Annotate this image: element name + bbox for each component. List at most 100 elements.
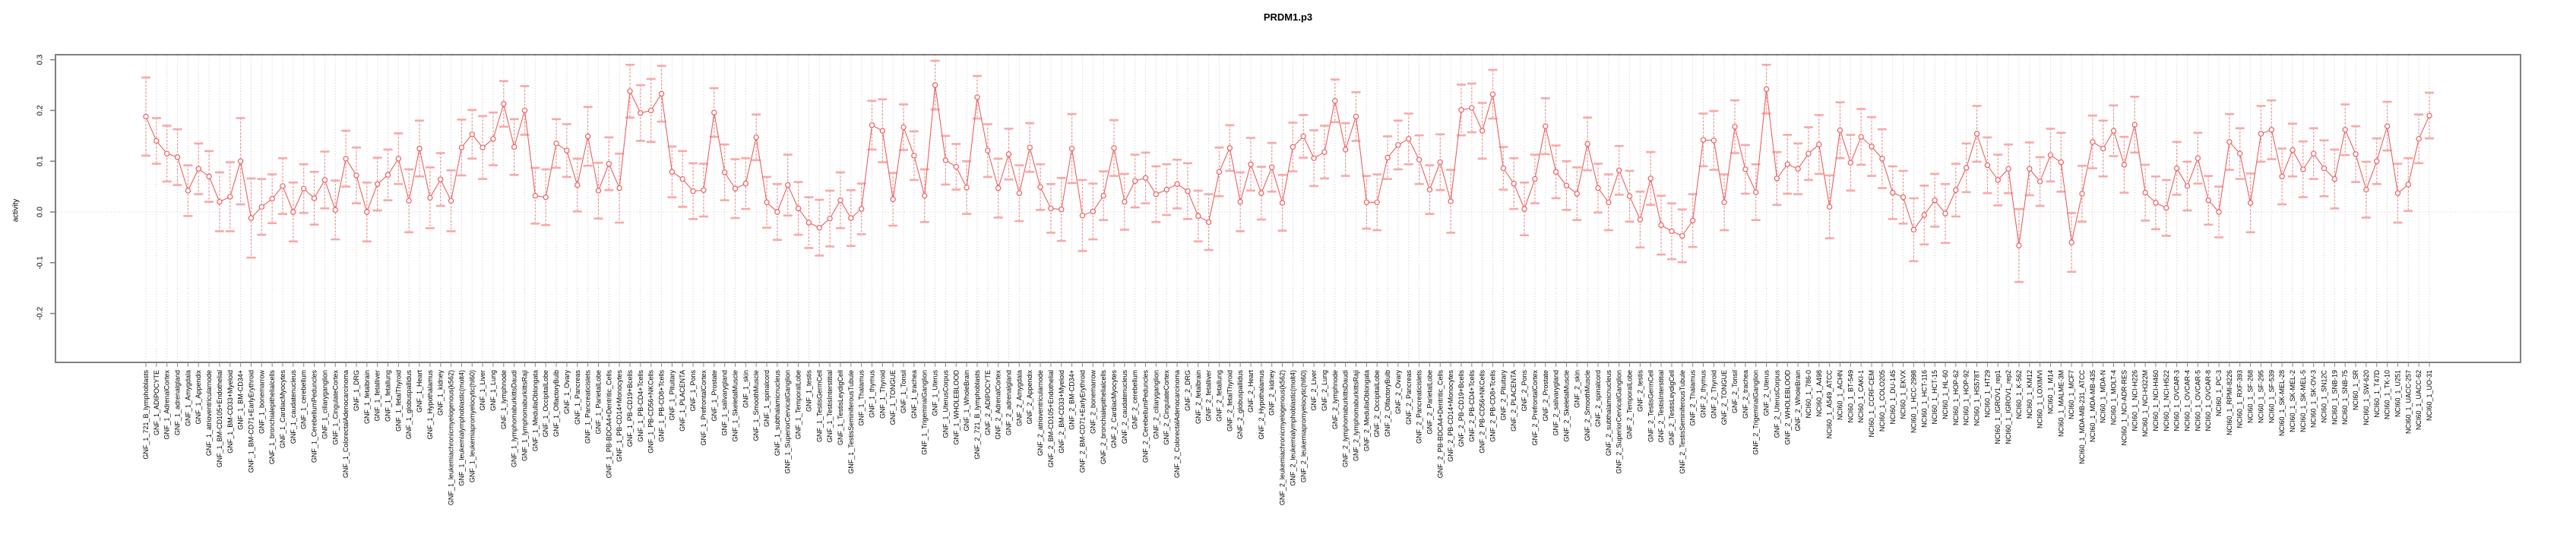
data-point — [1479, 128, 1486, 134]
x-axis-sample-label: GNF_2_adrenalgland — [1005, 370, 1013, 435]
x-axis-sample-label: GNF_1_MedullaOblongata — [531, 370, 539, 451]
x-axis-sample-label: NCI60_1_SK-MEL-5 — [2299, 370, 2307, 432]
data-point — [2110, 128, 2117, 134]
data-point — [1753, 189, 1759, 195]
data-point — [1921, 212, 1927, 218]
data-point — [1005, 151, 1012, 157]
x-axis-sample-label: GNF_2_Uterus — [1763, 370, 1771, 416]
data-point — [248, 215, 255, 221]
x-axis-sample-label: GNF_1_Liver — [479, 370, 486, 411]
data-point — [1932, 197, 1938, 204]
data-point — [1416, 157, 1422, 163]
data-point — [195, 166, 201, 172]
x-axis-sample-label: GNF_2_PB-CD14+Monocytes — [1447, 370, 1454, 462]
data-point — [900, 124, 907, 131]
x-axis-sample-label: NCI60_1_MOLT-4 — [2110, 370, 2118, 425]
data-point — [364, 209, 370, 215]
x-axis-sample-label: GNF_1_TestisSeminiferousTubule — [847, 370, 855, 474]
data-point — [374, 181, 381, 187]
x-axis-sample-label: GNF_1_bronchialepithelialcells — [268, 370, 276, 465]
data-point — [321, 177, 328, 183]
x-axis-sample-label: GNF_1_PB-CD8+Tcells — [658, 370, 666, 442]
data-point — [1763, 86, 1770, 93]
x-axis-sample-label: GNF_1_trachea — [910, 370, 918, 419]
x-axis-sample-label: GNF_1_ciliaryganglion — [321, 370, 328, 439]
data-point — [1068, 145, 1075, 152]
x-axis-sample-label: GNF_1_leukemialymphoblastic(molt4) — [457, 370, 465, 486]
x-axis-sample-label: NCI60_1_CCRF-CEM — [1868, 370, 1875, 438]
data-point — [311, 195, 318, 201]
x-axis-sample-label: GNF_1_BM-CD34+ — [237, 370, 245, 430]
x-axis-sample-label: GNF_1_TestisInterstitial — [826, 370, 834, 443]
data-point — [2090, 139, 2096, 145]
data-point — [869, 122, 875, 128]
x-axis-sample-label: GNF_2_TestisLeydigCell — [1668, 370, 1676, 445]
x-axis-sample-label: GNF_2_Pancreaticislets — [1416, 370, 1423, 444]
data-point — [2300, 166, 2306, 172]
y-tick-label: 0.0 — [36, 207, 45, 217]
x-axis-sample-label: GNF_2_leukemiapromyelocytic(hl60) — [1299, 370, 1307, 482]
data-point — [353, 172, 359, 179]
data-point — [606, 160, 612, 167]
data-point — [1258, 190, 1264, 196]
x-axis-sample-label: NCI60_1_PC-3 — [2215, 370, 2223, 416]
data-point — [553, 141, 559, 147]
data-point — [511, 144, 517, 150]
x-axis-sample-label: GNF_1_WHOLEBLOOD — [952, 370, 960, 445]
x-axis-sample-label: GNF_2_cerebellum — [1131, 370, 1139, 429]
x-axis-sample-label: GNF_1_subthalamicnucleus — [774, 370, 781, 457]
data-point — [1669, 228, 1675, 235]
data-point — [1426, 186, 1433, 193]
data-point — [2394, 190, 2401, 196]
data-point — [1059, 206, 1065, 213]
data-point — [2195, 155, 2201, 161]
data-point — [1111, 145, 1117, 151]
data-point — [1995, 177, 2001, 183]
data-point — [1574, 191, 1581, 197]
x-axis-sample-label: GNF_1_ADIPOCYTE — [153, 370, 160, 435]
x-axis-sample-label: GNF_1_PLACENTA — [679, 370, 686, 432]
data-point — [1689, 217, 1696, 224]
data-point — [2016, 242, 2022, 248]
data-point — [837, 197, 843, 204]
data-point — [2331, 175, 2338, 182]
data-point — [2005, 166, 2011, 172]
x-axis-sample-label: GNF_2_Amygdala — [1015, 370, 1023, 426]
data-point — [406, 198, 412, 204]
data-point — [1437, 159, 1443, 166]
x-axis-sample-label: GNF_1_Pancreas — [574, 370, 581, 425]
x-axis-sample-label: GNF_1_PB-CD56+NKCells — [647, 370, 655, 454]
x-axis-sample-label: NCI60_1_SW-620 — [2362, 370, 2370, 425]
data-point — [2027, 166, 2033, 172]
data-point — [1248, 161, 1254, 167]
data-point — [890, 196, 896, 202]
data-point — [206, 173, 212, 179]
data-point — [742, 180, 749, 187]
x-axis-sample-label: NCI60_1_SF-539 — [2267, 370, 2275, 423]
x-axis-sample-label: NCI60_1_SNB-19 — [2331, 370, 2338, 425]
x-axis-sample-label: NCI60_1_ACHN — [1837, 370, 1844, 420]
x-axis-sample-label: GNF_2_OlfactoryBulb — [1384, 370, 1391, 437]
x-axis-sample-label: GNF_1_Thalamus — [858, 370, 866, 426]
data-point — [2100, 145, 2106, 152]
x-axis-sample-label: GNF_2_CerebellumPeduncles — [1142, 370, 1150, 463]
data-point — [1563, 182, 1570, 188]
x-axis-sample-label: GNF_2_BM-CD105+Endothelial — [1047, 370, 1055, 467]
x-axis-sample-label: NCI60_1_HCT-15 — [1931, 370, 1938, 425]
x-axis-sample-label: NCI60_1_IGROV1_rep1 — [1994, 370, 2002, 444]
data-point — [2131, 122, 2138, 128]
x-axis-sample-label: NCI60_1_OVCAR-5 — [2194, 370, 2201, 432]
data-point — [2142, 189, 2148, 196]
x-axis-sample-label: NCI60_1_TK-10 — [2384, 370, 2391, 419]
data-point — [932, 82, 938, 88]
x-axis-sample-label: GNF_1_adrenalgland — [174, 370, 182, 435]
data-point — [911, 153, 917, 159]
data-point — [174, 154, 181, 160]
x-axis-sample-label: GNF_2_Thyroid — [1710, 370, 1717, 419]
x-axis-sample-label: GNF_2_atrioventricularnode — [1036, 370, 1044, 456]
data-point — [301, 185, 307, 191]
series-line — [145, 84, 2430, 246]
x-axis-sample-label: NCI60_1_HCT-116 — [1920, 370, 1928, 428]
x-axis-sample-label: GNF_2_fetalbrain — [1195, 370, 1202, 424]
x-axis-sample-label: NCI60_1_T47D — [2373, 370, 2381, 418]
